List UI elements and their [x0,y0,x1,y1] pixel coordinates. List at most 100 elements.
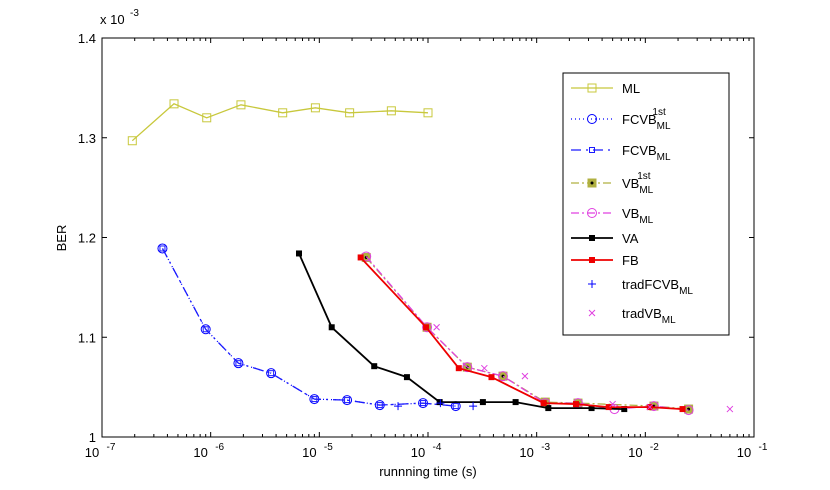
x-tick-label: 10 [193,445,207,460]
x-tick-label: 10 [628,445,642,460]
data-point [235,360,242,367]
legend-box [562,72,730,336]
data-point [157,243,168,254]
data-point [605,404,612,411]
series-ml [127,99,433,146]
data-point [200,324,211,335]
data-point [498,371,509,382]
data-point [278,108,288,118]
legend-label-sup: 1st [637,171,651,182]
data-point [469,402,478,411]
x-axis-label: runnning time (s) [379,464,477,479]
legend-item: FB [571,253,639,268]
data-point [296,250,303,257]
series-fb [357,254,686,413]
data-point [376,402,383,409]
data-point [371,363,378,370]
data-point [423,324,430,331]
data-point [169,99,179,109]
data-point [545,405,552,412]
data-point [462,362,473,373]
data-point [589,257,595,263]
x-tick-label: 10 [737,445,751,460]
data-point [344,397,351,404]
data-point [512,399,519,406]
series-tradfcvb-ml [394,399,478,411]
x-tick-label-exp: -7 [107,442,116,453]
data-point [587,83,597,93]
legend-label-sup: 1st [652,107,666,118]
data-point [726,405,734,413]
data-point [589,147,595,153]
data-point [268,370,275,377]
x-tick-label: 10 [411,445,425,460]
y-tick-label: 1.3 [78,131,96,146]
x-tick-label-exp: -3 [541,442,550,453]
data-point [423,108,433,118]
data-point [202,326,209,333]
legend-label: VA [622,231,639,246]
data-point-dot [590,181,594,185]
data-point [436,399,445,408]
data-point [587,208,597,218]
data-point [422,322,433,333]
x-tick-label: 10 [85,445,99,460]
y-axis-ticks: 1 1.1 1.2 1.3 1.4 [78,31,754,445]
x-tick-label-exp: -5 [324,442,333,453]
data-point [311,396,318,403]
series-layer [127,99,734,416]
x-axis-ticks: 10 -7 10 -6 10 -5 10 -4 10 -3 10 -2 10 -1 [85,38,768,460]
data-point [587,114,597,124]
data-point [394,402,403,411]
data-point [127,136,137,146]
series-va [296,250,628,413]
data-point [345,108,355,118]
x-tick-label-exp: -4 [433,442,442,453]
data-point [488,374,495,381]
data-point [609,400,616,408]
y-multiplier-exp: -3 [130,8,139,19]
series-fcvb-ml [159,245,459,410]
y-multiplier: x 10 -3 [100,8,139,27]
data-point [540,400,547,407]
data-point [588,309,596,317]
data-point [452,403,459,410]
series-line [298,253,625,410]
legend-item: ML [571,81,640,96]
data-point [679,406,686,413]
data-point [589,235,595,241]
data-point [479,399,486,406]
x-tick-label-exp: -2 [650,442,659,453]
data-point [386,106,396,116]
data-point [646,403,654,411]
y-multiplier-base: x 10 [100,12,125,27]
legend-label: ML [622,81,640,96]
data-point [266,368,277,379]
data-point [521,372,529,380]
data-point [310,103,320,113]
data-point [159,245,166,252]
data-point [480,364,488,372]
data-point [588,280,596,288]
data-point [357,254,364,261]
data-point [455,365,462,372]
x-tick-label: 10 [302,445,316,460]
x-tick-label: 10 [519,445,533,460]
y-tick-label: 1.2 [78,231,96,246]
x-tick-label-exp: -6 [215,442,224,453]
legend: MLFCVBML1stFCVBMLVBML1stVBMLVAFBtradFCVB… [562,72,730,336]
x-tick-label-exp: -1 [759,442,768,453]
data-point [233,358,244,369]
series-tradvb-ml [433,323,734,413]
legend-item: VA [571,231,639,246]
data-point [436,399,443,406]
y-axis-label: BER [54,225,69,252]
data-point [403,374,410,381]
data-point [572,401,579,408]
data-point [328,324,335,331]
series-line [161,248,456,407]
series-line [131,103,429,142]
data-point [420,400,427,407]
data-point [202,113,212,123]
